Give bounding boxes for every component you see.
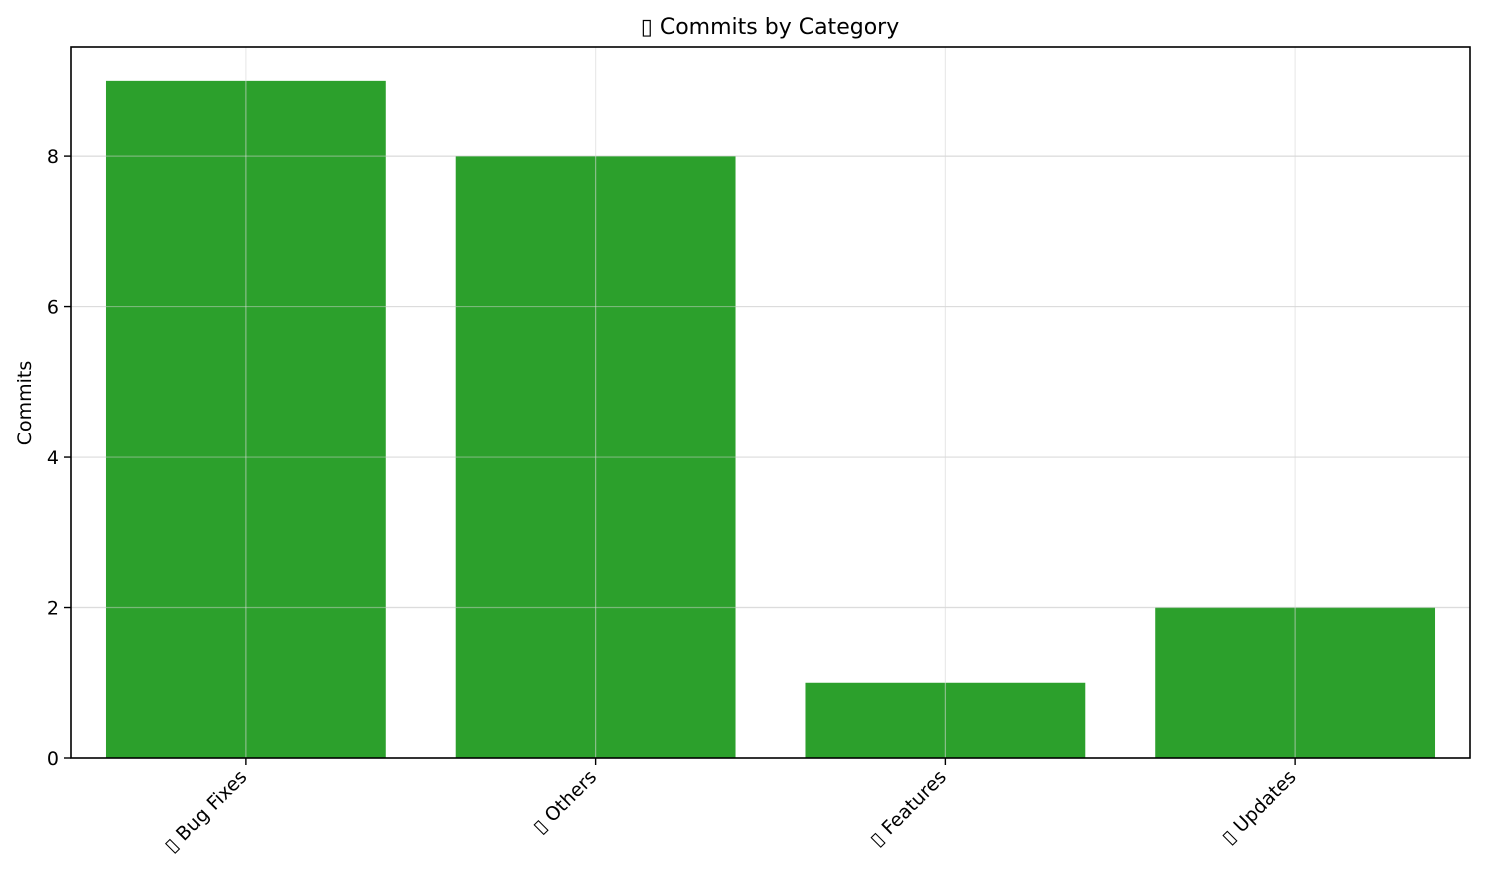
chart-title: ▯ Commits by Category: [641, 15, 899, 40]
y-axis-label: Commits: [14, 361, 36, 446]
y-axis-ticks: 0 2 4 6 8: [47, 146, 71, 770]
y-tick-label: 2: [47, 598, 59, 620]
x-tick-label: ▯ Features: [866, 766, 951, 851]
y-tick-label: 8: [47, 146, 59, 168]
plot-frame: [70, 46, 1471, 759]
x-tick-label: ▯ Bug Fixes: [160, 766, 251, 857]
x-axis-ticks: ▯ Bug Fixes ▯ Others ▯ Features ▯ Updates: [160, 758, 1301, 857]
bars: [105, 80, 1436, 759]
y-tick-label: 6: [47, 297, 59, 319]
x-tick-label: ▯ Others: [529, 766, 601, 838]
grid-lines-overlay: [71, 47, 1470, 758]
x-tick-label: ▯ Updates: [1218, 766, 1301, 849]
y-tick-label: 0: [47, 748, 59, 770]
y-tick-label: 4: [47, 447, 59, 469]
